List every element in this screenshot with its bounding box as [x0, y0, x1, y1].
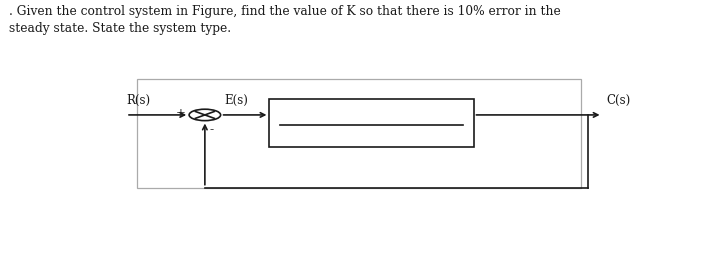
Bar: [137, 79, 581, 188]
Text: -: -: [210, 123, 214, 136]
Bar: [270, 99, 474, 147]
Text: s(s + 6)(s + 7)(s + 8): s(s + 6)(s + 7)(s + 8): [313, 127, 430, 137]
Text: C(s): C(s): [606, 94, 631, 107]
Text: +: +: [175, 107, 186, 120]
Text: E(s): E(s): [224, 94, 248, 107]
Text: R(s): R(s): [126, 94, 150, 107]
Text: K(s + 5): K(s + 5): [347, 106, 396, 119]
Text: . Given the control system in Figure, find the value of K so that there is 10% e: . Given the control system in Figure, fi…: [9, 5, 561, 35]
